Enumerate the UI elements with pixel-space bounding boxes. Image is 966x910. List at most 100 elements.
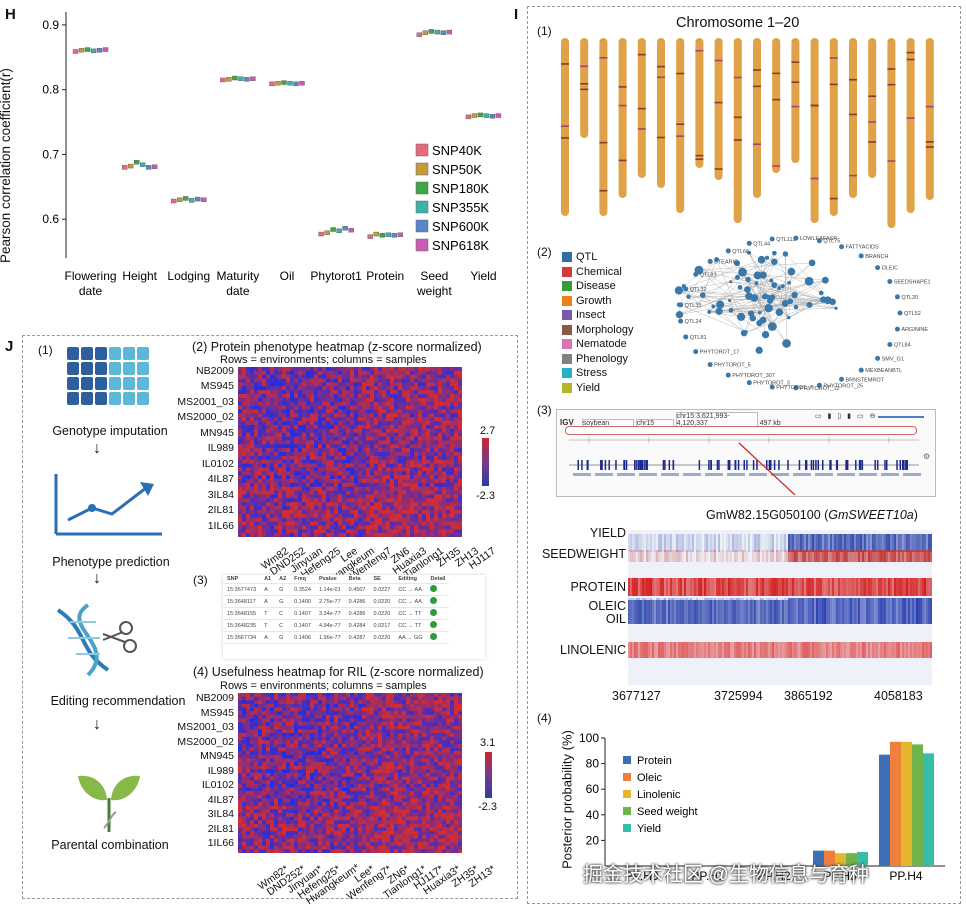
snp-detail-cell[interactable] — [426, 583, 450, 596]
track-bar — [818, 534, 820, 552]
heatmap-cell — [342, 428, 347, 433]
track-bar — [710, 550, 712, 562]
heatmap-cell — [358, 513, 363, 518]
track-bar — [862, 534, 864, 552]
heatmap-cell — [258, 417, 263, 422]
track-bar — [806, 642, 808, 658]
heatmap-cell — [378, 417, 383, 422]
track-bar — [818, 578, 820, 596]
heatmap2-col-labels: Wm82 DND252 Jinyuan Hefeng25 Lee Hwangkeum Wen… — [238, 535, 498, 588]
heatmap-cell — [390, 382, 395, 387]
h-point — [90, 48, 97, 54]
heatmap-cell — [298, 714, 303, 719]
heatmap-cell — [286, 401, 291, 406]
heatmap-cell — [366, 743, 371, 748]
network-node-label: QTL83 — [700, 272, 717, 278]
heatmap-cell — [238, 506, 243, 511]
igv-zoom-slider[interactable] — [878, 416, 924, 418]
chromosome — [753, 38, 761, 198]
heatmap-cell — [398, 736, 403, 741]
heatmap-cell — [326, 444, 331, 449]
track-bar — [674, 600, 676, 624]
track-label: LINOLENIC — [560, 643, 626, 657]
heatmap-cell — [378, 444, 383, 449]
track-bar — [896, 534, 898, 552]
heatmap-cell — [302, 428, 307, 433]
heatmap-cell — [242, 513, 247, 518]
snp-table-cell: 15:3648235 — [223, 619, 261, 632]
panel-i-sub1: (1) — [537, 24, 552, 38]
heatmap-cell — [426, 482, 431, 488]
track-bar — [876, 642, 878, 658]
heatmap-cell — [390, 370, 395, 376]
network-node — [686, 294, 691, 299]
snp-detail-cell[interactable] — [426, 595, 450, 608]
h-category-label: weight — [416, 284, 452, 298]
heatmap-cell — [406, 513, 411, 518]
track-bar — [784, 534, 786, 552]
track-bar — [658, 600, 660, 624]
track-bar — [730, 600, 732, 624]
heatmap-cell — [378, 374, 383, 379]
heatmap-cell — [270, 390, 275, 395]
heatmap-cell — [278, 490, 283, 495]
heatmap-cell — [442, 390, 447, 395]
heatmap-cell — [322, 432, 327, 437]
heatmap-cell — [414, 436, 419, 441]
track-bar — [778, 642, 780, 658]
heatmap-cell — [330, 455, 335, 461]
snp-detail-cell[interactable] — [426, 607, 450, 620]
heatmap-cell — [306, 421, 311, 426]
heatmap-cell — [306, 490, 311, 495]
heatmap-cell — [398, 509, 403, 515]
heatmap-cell — [406, 409, 411, 414]
detail-go-icon[interactable] — [430, 609, 438, 616]
heatmap-cell — [382, 471, 387, 476]
track-bar — [760, 578, 762, 596]
heatmap-cell — [250, 436, 255, 441]
heatmap-cell — [338, 479, 343, 484]
heatmap-cell — [458, 432, 462, 437]
heatmap-cell — [370, 498, 375, 503]
heatmap-cell — [446, 529, 451, 534]
track-bar — [902, 598, 904, 624]
heatmap-cell — [342, 714, 347, 719]
snp-table-cell: 0.1407 — [290, 607, 315, 620]
heatmap-cell — [438, 509, 443, 515]
heatmap-cell — [318, 502, 323, 507]
heatmap-cell — [278, 711, 283, 716]
gear-icon[interactable]: ⚙ — [923, 452, 931, 461]
heatmap-cell — [450, 428, 455, 433]
igv-tool-icons[interactable]: ▭ ▮ ▯ ▮ ▭ ⊖ — [815, 413, 878, 420]
heatmap-cell — [378, 378, 383, 383]
heatmap-cell — [394, 455, 399, 461]
detail-go-icon[interactable] — [430, 585, 438, 592]
legend-label: Chemical — [576, 265, 622, 278]
heatmap-cell — [418, 729, 423, 734]
heatmap-cell — [398, 432, 403, 437]
detail-go-icon[interactable] — [430, 621, 438, 628]
detail-go-icon[interactable] — [430, 597, 438, 604]
heatmap-cell — [410, 374, 415, 379]
igv-exon — [581, 460, 583, 470]
heatmap-cell — [246, 452, 251, 457]
track-bar — [886, 578, 888, 596]
heatmap-cell — [378, 479, 383, 484]
heatmap-cell — [346, 707, 351, 712]
snp-detail-cell[interactable] — [426, 619, 450, 632]
detail-go-icon[interactable] — [430, 633, 438, 640]
track-bar — [866, 642, 868, 658]
heatmap-cell — [378, 494, 383, 499]
chromosome — [714, 38, 723, 180]
heatmap-cell — [342, 725, 347, 730]
track-bar — [692, 642, 694, 658]
heatmap-cell — [430, 405, 435, 410]
heatmap-cell — [338, 711, 343, 716]
snp-detail-cell[interactable] — [426, 631, 450, 644]
heatmap-cell — [394, 736, 399, 741]
heatmap-cell — [442, 444, 447, 449]
heatmap-cell — [390, 417, 395, 422]
heatmap-cell — [438, 455, 443, 461]
track-bar — [742, 550, 744, 562]
heatmap-cell — [298, 401, 303, 406]
